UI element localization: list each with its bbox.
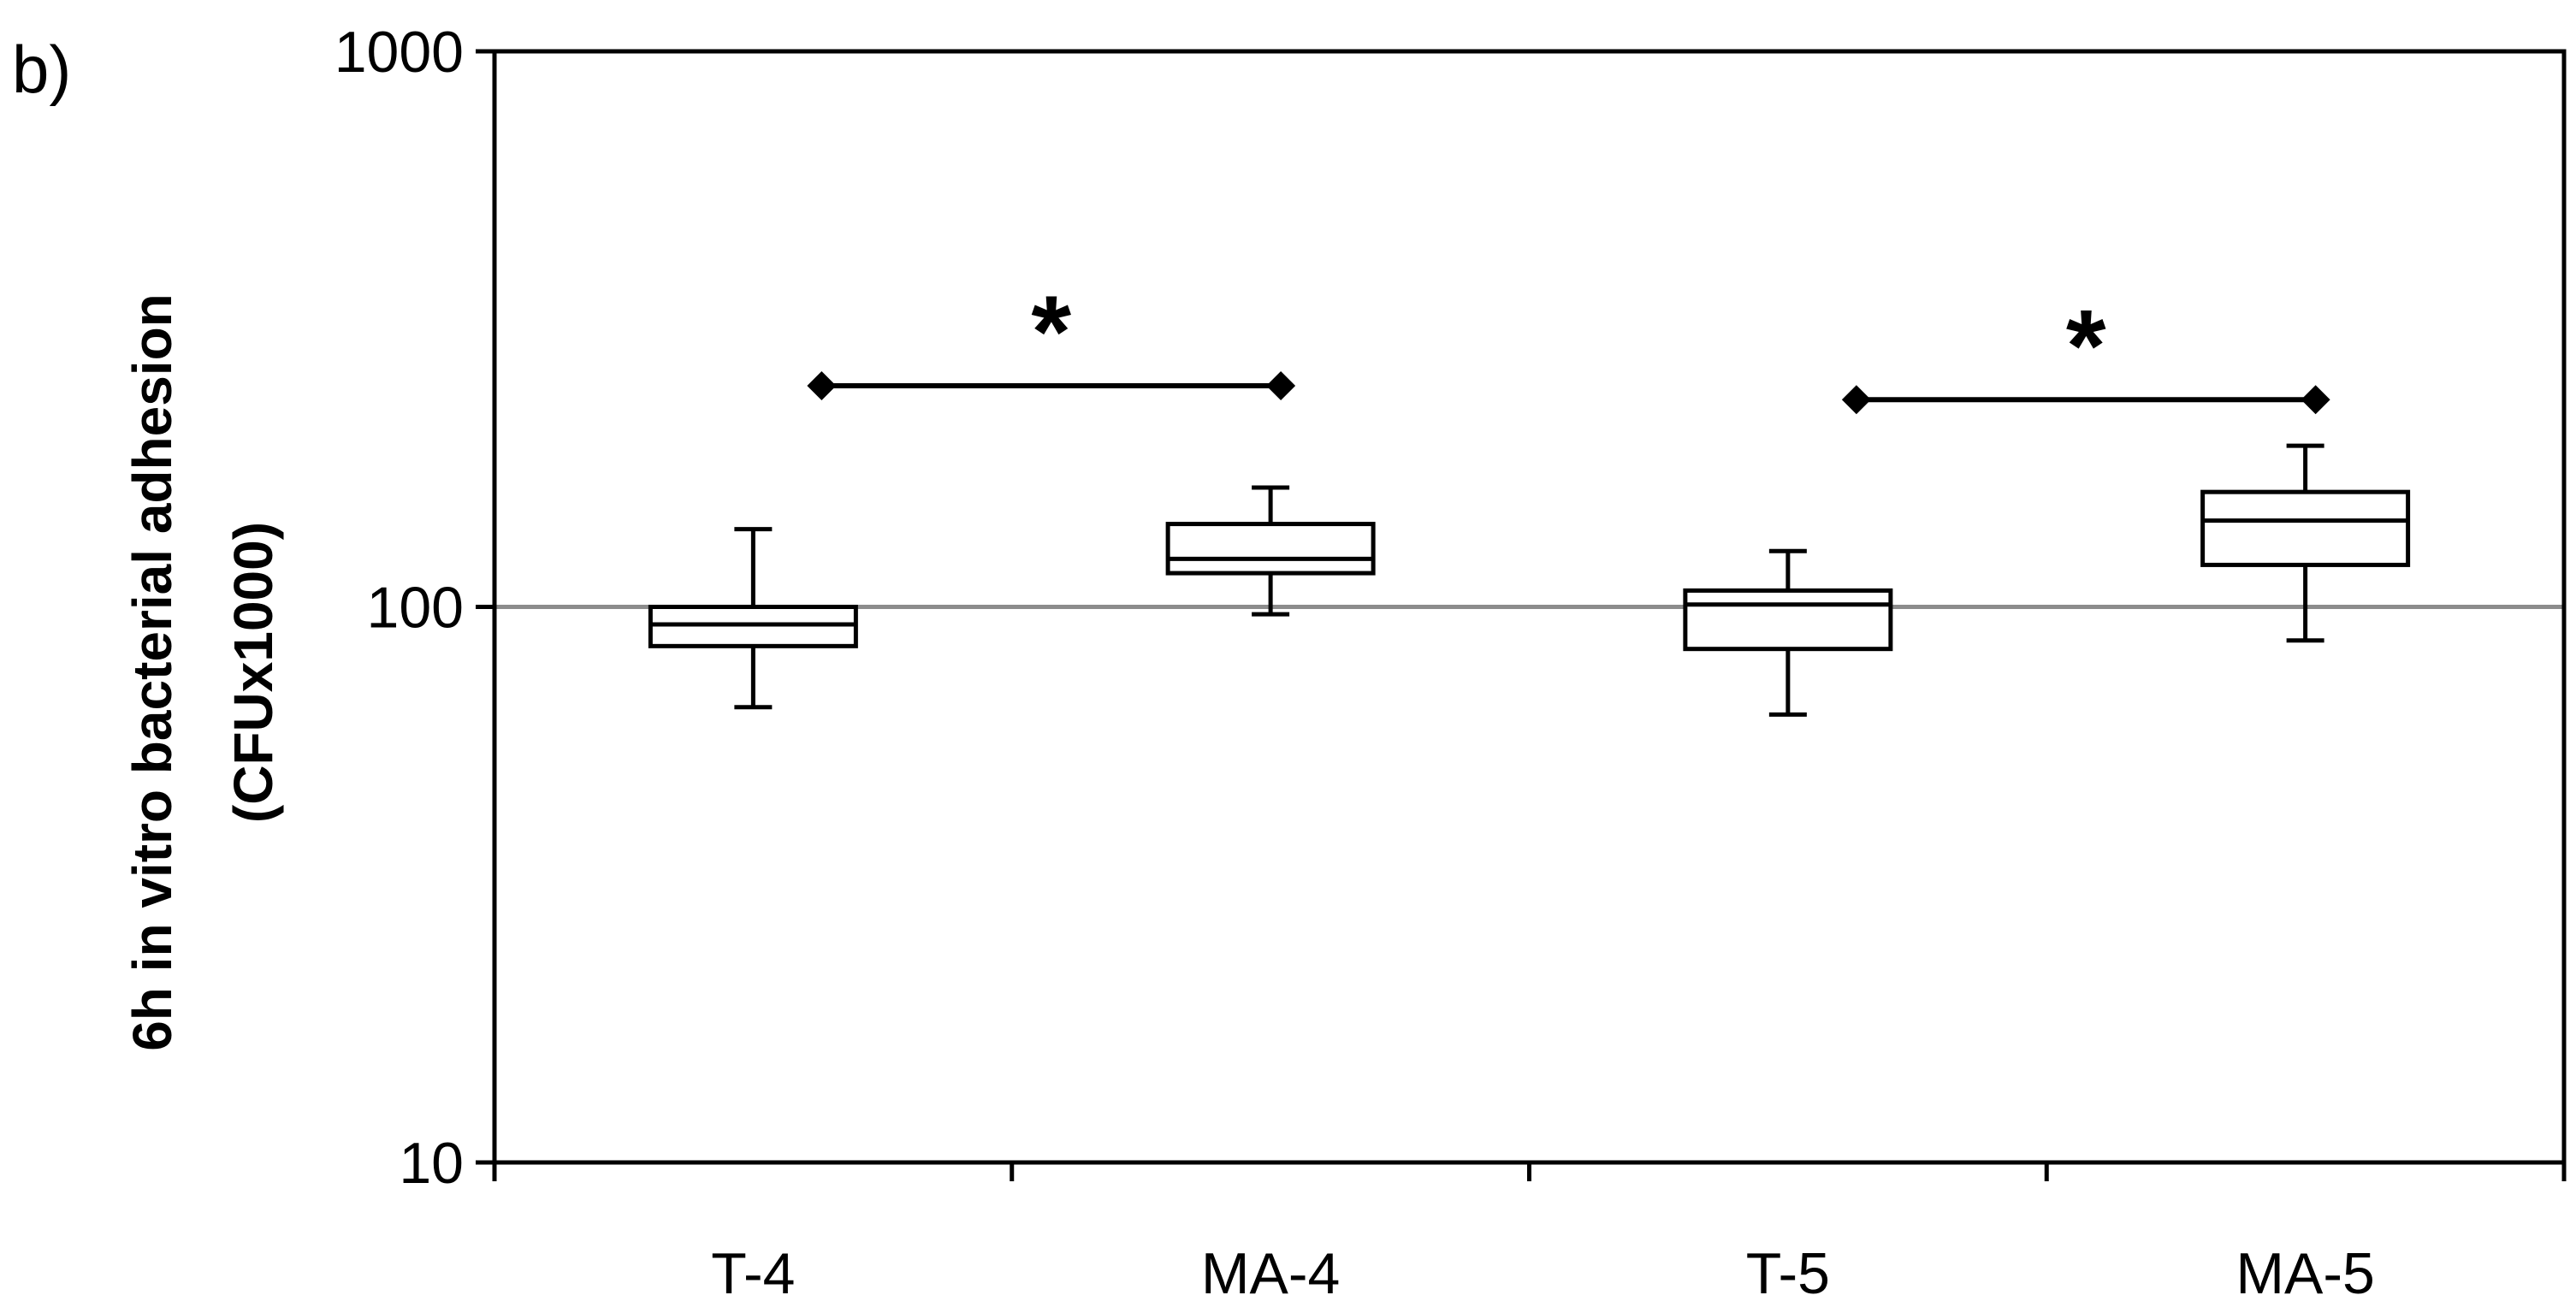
x-tick-label: MA-5 — [2235, 1241, 2374, 1306]
box-iqr — [1165, 522, 1376, 576]
significance-star: * — [1031, 275, 1071, 389]
x-tick-label: T-5 — [1746, 1241, 1830, 1306]
y-axis-title-line1: 6h in vitro bacterial adhesion — [121, 293, 183, 1051]
plot-area: 10 100 1000 T-4 MA-4 T-5 MA-5 * * — [335, 20, 2567, 1306]
x-tick-label: MA-4 — [1201, 1241, 1340, 1306]
significance-star: * — [2066, 288, 2106, 403]
box-iqr — [1683, 588, 1893, 652]
y-axis-title: 6h in vitro bacterial adhesion (CFUx1000… — [121, 293, 284, 1051]
significance-marker — [1266, 371, 1296, 401]
significance-marker — [1841, 385, 1871, 415]
panel-label: b) — [12, 32, 71, 107]
y-tick-label: 10 — [399, 1131, 464, 1196]
x-tick-label: T-4 — [711, 1241, 795, 1306]
box-iqr — [2200, 489, 2411, 567]
y-tick-label: 1000 — [335, 20, 464, 85]
significance-marker — [2301, 385, 2330, 415]
y-tick-label: 100 — [367, 576, 464, 641]
significance-marker — [807, 371, 837, 401]
y-axis-title-line2: (CFUx1000) — [222, 522, 284, 823]
